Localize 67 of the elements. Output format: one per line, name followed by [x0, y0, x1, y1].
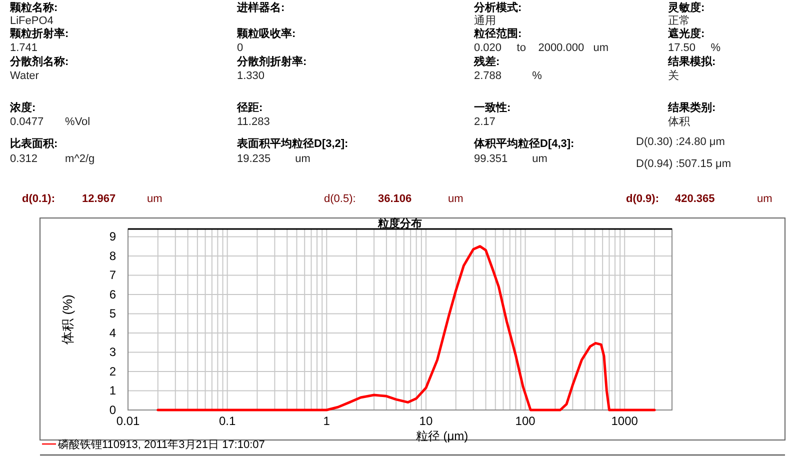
text: 遮光度: — [667, 27, 705, 40]
y-tick-label: 2 — [109, 364, 116, 378]
text: 颗粒名称: — [9, 1, 58, 14]
text: um — [147, 193, 162, 205]
text: 体积 — [668, 116, 690, 128]
text: 残差: — [473, 55, 500, 68]
text: 径距: — [236, 101, 263, 114]
text: D(0.94) :507.15 μm — [636, 158, 731, 170]
text: D(0.30) :24.80 μm — [636, 136, 725, 148]
text: 0.312 m^2/g — [10, 153, 95, 165]
text: 0.0477 %Vol — [10, 116, 90, 128]
text: d(0.1): — [22, 193, 55, 205]
text: 1.330 — [237, 70, 265, 82]
text: 正常 — [668, 14, 690, 27]
text: Water — [10, 70, 40, 82]
y-tick-label: 5 — [109, 306, 116, 321]
y-tick-label: 7 — [109, 268, 116, 282]
text: 分散剂名称: — [9, 55, 69, 68]
x-tick-label: 0.01 — [116, 414, 140, 428]
y-axis-title: 体积 (%) — [60, 294, 75, 344]
text: um — [757, 193, 772, 205]
y-tick-label: 6 — [109, 287, 116, 302]
text: 2.17 — [474, 116, 496, 128]
y-tick-label: 1 — [109, 384, 116, 398]
y-tick-label: 8 — [109, 248, 116, 263]
text: 11.283 — [237, 116, 270, 128]
y-tick-label: 3 — [109, 345, 116, 360]
text: 1.741 — [10, 42, 38, 54]
x-tick-label: 10 — [419, 414, 433, 428]
y-tick-label: 0 — [109, 403, 116, 417]
text: 颗粒吸收率: — [236, 27, 296, 40]
text: 0.020 to 2000.000 um — [474, 42, 609, 54]
text: 进样器名: — [236, 1, 285, 14]
text: um — [448, 193, 464, 205]
text: 比表面积: — [10, 137, 58, 150]
text: 19.235 um — [237, 153, 310, 165]
text: 36.106 — [378, 193, 412, 205]
text: 结果模拟: — [667, 55, 716, 68]
text: d(0.9): — [626, 193, 659, 205]
text: 420.365 — [675, 193, 715, 205]
x-tick-label: 1 — [323, 414, 330, 428]
text: 一致性: — [474, 101, 511, 114]
text: LiFePO4 — [10, 15, 54, 27]
x-tick-label: 100 — [515, 414, 536, 428]
text: 分散剂折射率: — [236, 55, 307, 68]
text: d(0.5): — [324, 193, 356, 205]
text: 2.788 % — [474, 70, 542, 82]
chart-title: 粒度分布 — [377, 217, 422, 230]
y-tick-label: 9 — [109, 230, 116, 244]
text: 浓度: — [9, 101, 36, 114]
text: 12.967 — [82, 193, 116, 205]
text: 分析模式: — [473, 1, 522, 14]
text: 表面积平均粒径D[3,2]: — [236, 137, 348, 150]
text: 结果类别: — [667, 101, 716, 114]
text: 关 — [668, 69, 679, 82]
text: 17.50 % — [668, 42, 721, 54]
text: 通用 — [474, 14, 496, 27]
text: 体积平均粒径D[4,3]: — [473, 137, 574, 150]
text: 颗粒折射率: — [9, 27, 69, 40]
x-tick-label: 1000 — [611, 414, 638, 428]
text: 灵敏度: — [667, 1, 705, 14]
x-tick-label: 0.1 — [218, 414, 236, 428]
text: 粒径范围: — [473, 27, 522, 40]
x-axis-title: 粒径 (μm) — [416, 429, 468, 443]
text: 99.351 um — [474, 153, 548, 165]
text: 0 — [237, 42, 244, 54]
y-tick-label: 4 — [109, 326, 116, 340]
